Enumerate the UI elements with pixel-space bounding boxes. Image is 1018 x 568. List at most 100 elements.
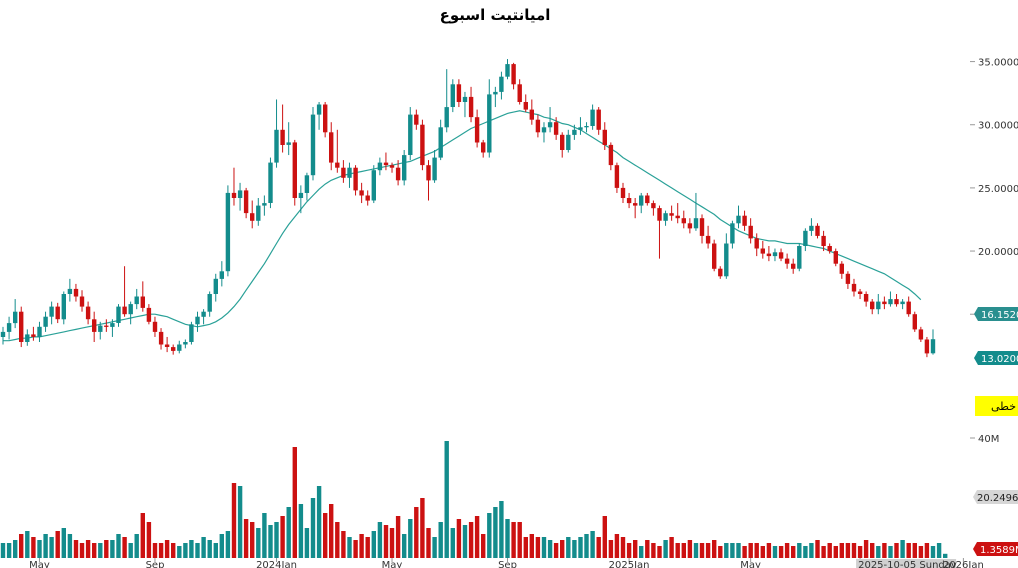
- candle: [736, 205, 741, 229]
- candle-body: [578, 127, 583, 130]
- candle: [620, 182, 626, 204]
- candle-body: [438, 127, 443, 158]
- candle: [164, 336, 170, 353]
- volume-bar: [335, 522, 340, 558]
- candle-body: [876, 301, 881, 310]
- candle: [195, 311, 200, 332]
- volume-bar: [821, 546, 826, 558]
- volume-bar: [857, 546, 863, 558]
- volume-bar: [365, 537, 370, 558]
- candle-body: [146, 307, 152, 322]
- candle: [256, 198, 261, 226]
- volume-bar: [547, 540, 553, 558]
- volume-bar: [316, 486, 322, 558]
- candle: [408, 107, 413, 161]
- candle-body: [140, 296, 145, 308]
- candle-body: [474, 117, 480, 143]
- candle-body: [152, 321, 158, 332]
- candle-body: [450, 84, 455, 107]
- candle-body: [900, 301, 905, 305]
- volume-ma-tag: 20.2496: [973, 490, 1018, 504]
- candle-body: [256, 205, 261, 221]
- volume-bar: [49, 537, 54, 558]
- candle: [225, 185, 231, 277]
- volume-bar: [92, 543, 97, 558]
- volume-bar: [231, 483, 237, 558]
- candle-body: [122, 306, 127, 315]
- candle-body: [408, 114, 413, 155]
- volume-bars: [0, 441, 948, 558]
- volume-bar: [693, 543, 699, 558]
- volume-bar: [371, 531, 376, 558]
- candle: [73, 283, 79, 302]
- volume-bar: [207, 540, 212, 558]
- volume-bar: [791, 546, 796, 558]
- candle: [560, 132, 565, 158]
- volume-bar: [493, 507, 498, 558]
- volume-bar: [529, 534, 534, 558]
- candle: [268, 157, 273, 209]
- volume-bar: [402, 534, 407, 558]
- candle: [402, 150, 407, 186]
- candle: [426, 160, 431, 201]
- volume-bar: [870, 543, 875, 558]
- candle: [432, 150, 437, 183]
- candle: [724, 233, 729, 279]
- candle: [809, 218, 814, 236]
- candle-body: [67, 288, 73, 294]
- volume-bar: [61, 528, 66, 558]
- candle: [395, 160, 401, 186]
- candle-body: [6, 323, 12, 332]
- candle-body: [219, 271, 224, 279]
- volume-bar: [499, 501, 504, 558]
- candle-body: [803, 230, 808, 246]
- volume-bar: [572, 540, 577, 558]
- candle: [487, 79, 492, 158]
- volume-bar: [444, 441, 449, 558]
- crosshair-date-bg: [856, 559, 957, 568]
- candle-body: [323, 104, 328, 133]
- candle: [718, 266, 723, 279]
- candle: [468, 86, 474, 123]
- volume-bar: [675, 543, 680, 558]
- volume-bar: [797, 543, 802, 558]
- time-tick-label: Sep: [146, 560, 165, 568]
- volume-bar: [845, 543, 851, 558]
- candle: [213, 273, 218, 302]
- candle-body: [25, 334, 30, 342]
- candle: [250, 200, 255, 229]
- candle-body: [608, 144, 614, 166]
- volume-bar: [213, 543, 218, 558]
- volume-bar: [760, 546, 765, 558]
- candle-body: [116, 306, 121, 323]
- volume-bar: [766, 543, 772, 558]
- candle: [857, 288, 863, 300]
- candle-body: [31, 334, 36, 337]
- candle: [462, 91, 468, 118]
- volume-bar: [414, 507, 419, 558]
- candle: [657, 205, 662, 259]
- candle: [171, 344, 176, 355]
- candle: [590, 104, 595, 130]
- volume-bar: [687, 540, 693, 558]
- candle: [13, 299, 18, 329]
- candle-body: [851, 283, 857, 292]
- candle: [6, 316, 12, 340]
- candle-body: [250, 213, 255, 221]
- volume-bar: [596, 537, 601, 558]
- volume-bar: [724, 543, 729, 558]
- candle: [43, 311, 48, 332]
- candle: [219, 261, 224, 287]
- candle: [61, 291, 66, 325]
- candle-body: [468, 96, 474, 118]
- volume-bar: [25, 531, 30, 558]
- volume-bar: [839, 543, 844, 558]
- volume-bar: [408, 519, 413, 558]
- price-value-tag: 13.0200: [974, 351, 1018, 365]
- ma-value-tag: 16.1520: [974, 307, 1018, 321]
- candle: [49, 301, 54, 325]
- candle-body: [930, 339, 936, 354]
- volume-bar: [450, 528, 455, 558]
- candle: [821, 230, 826, 252]
- candle: [748, 218, 753, 244]
